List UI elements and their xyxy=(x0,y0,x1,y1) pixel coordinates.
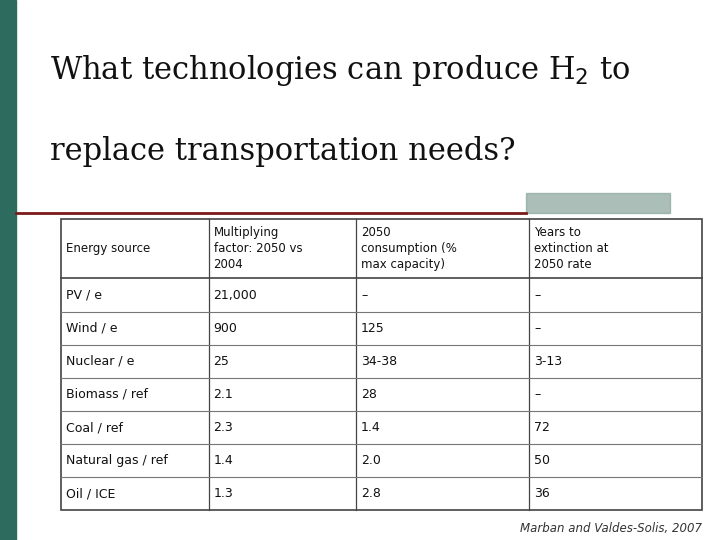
Bar xyxy=(61,219,702,510)
Text: 1.4: 1.4 xyxy=(214,454,233,467)
Text: 2.0: 2.0 xyxy=(361,454,381,467)
Text: Nuclear / e: Nuclear / e xyxy=(66,355,135,368)
Text: Oil / ICE: Oil / ICE xyxy=(66,487,116,500)
Text: What technologies can produce H$_2$ to: What technologies can produce H$_2$ to xyxy=(50,53,631,87)
Text: 21,000: 21,000 xyxy=(214,288,257,301)
Text: Biomass / ref: Biomass / ref xyxy=(66,388,148,401)
Text: 900: 900 xyxy=(214,322,238,335)
Text: –: – xyxy=(534,288,540,301)
Text: 50: 50 xyxy=(534,454,550,467)
Text: Marban and Valdes-Solis, 2007: Marban and Valdes-Solis, 2007 xyxy=(520,522,702,535)
Text: 125: 125 xyxy=(361,322,384,335)
Text: –: – xyxy=(534,322,540,335)
Text: 72: 72 xyxy=(534,421,550,434)
Text: Natural gas / ref: Natural gas / ref xyxy=(66,454,168,467)
Bar xyxy=(0,0,16,540)
Text: –: – xyxy=(534,388,540,401)
Text: 1.4: 1.4 xyxy=(361,421,381,434)
Text: 34-38: 34-38 xyxy=(361,355,397,368)
Text: –: – xyxy=(361,288,367,301)
Text: 2.1: 2.1 xyxy=(214,388,233,401)
Text: Coal / ref: Coal / ref xyxy=(66,421,123,434)
Text: 2.3: 2.3 xyxy=(214,421,233,434)
Text: Energy source: Energy source xyxy=(66,242,150,255)
Text: Years to
extinction at
2050 rate: Years to extinction at 2050 rate xyxy=(534,226,608,271)
Text: 36: 36 xyxy=(534,487,550,500)
Text: 25: 25 xyxy=(214,355,230,368)
Text: Multiplying
factor: 2050 vs
2004: Multiplying factor: 2050 vs 2004 xyxy=(214,226,302,271)
Text: 28: 28 xyxy=(361,388,377,401)
Text: PV / e: PV / e xyxy=(66,288,102,301)
Text: 1.3: 1.3 xyxy=(214,487,233,500)
Text: replace transportation needs?: replace transportation needs? xyxy=(50,136,516,167)
Bar xyxy=(526,193,670,213)
Text: 3-13: 3-13 xyxy=(534,355,562,368)
Text: 2050
consumption (%
max capacity): 2050 consumption (% max capacity) xyxy=(361,226,457,271)
Text: Wind / e: Wind / e xyxy=(66,322,118,335)
Text: 2.8: 2.8 xyxy=(361,487,381,500)
